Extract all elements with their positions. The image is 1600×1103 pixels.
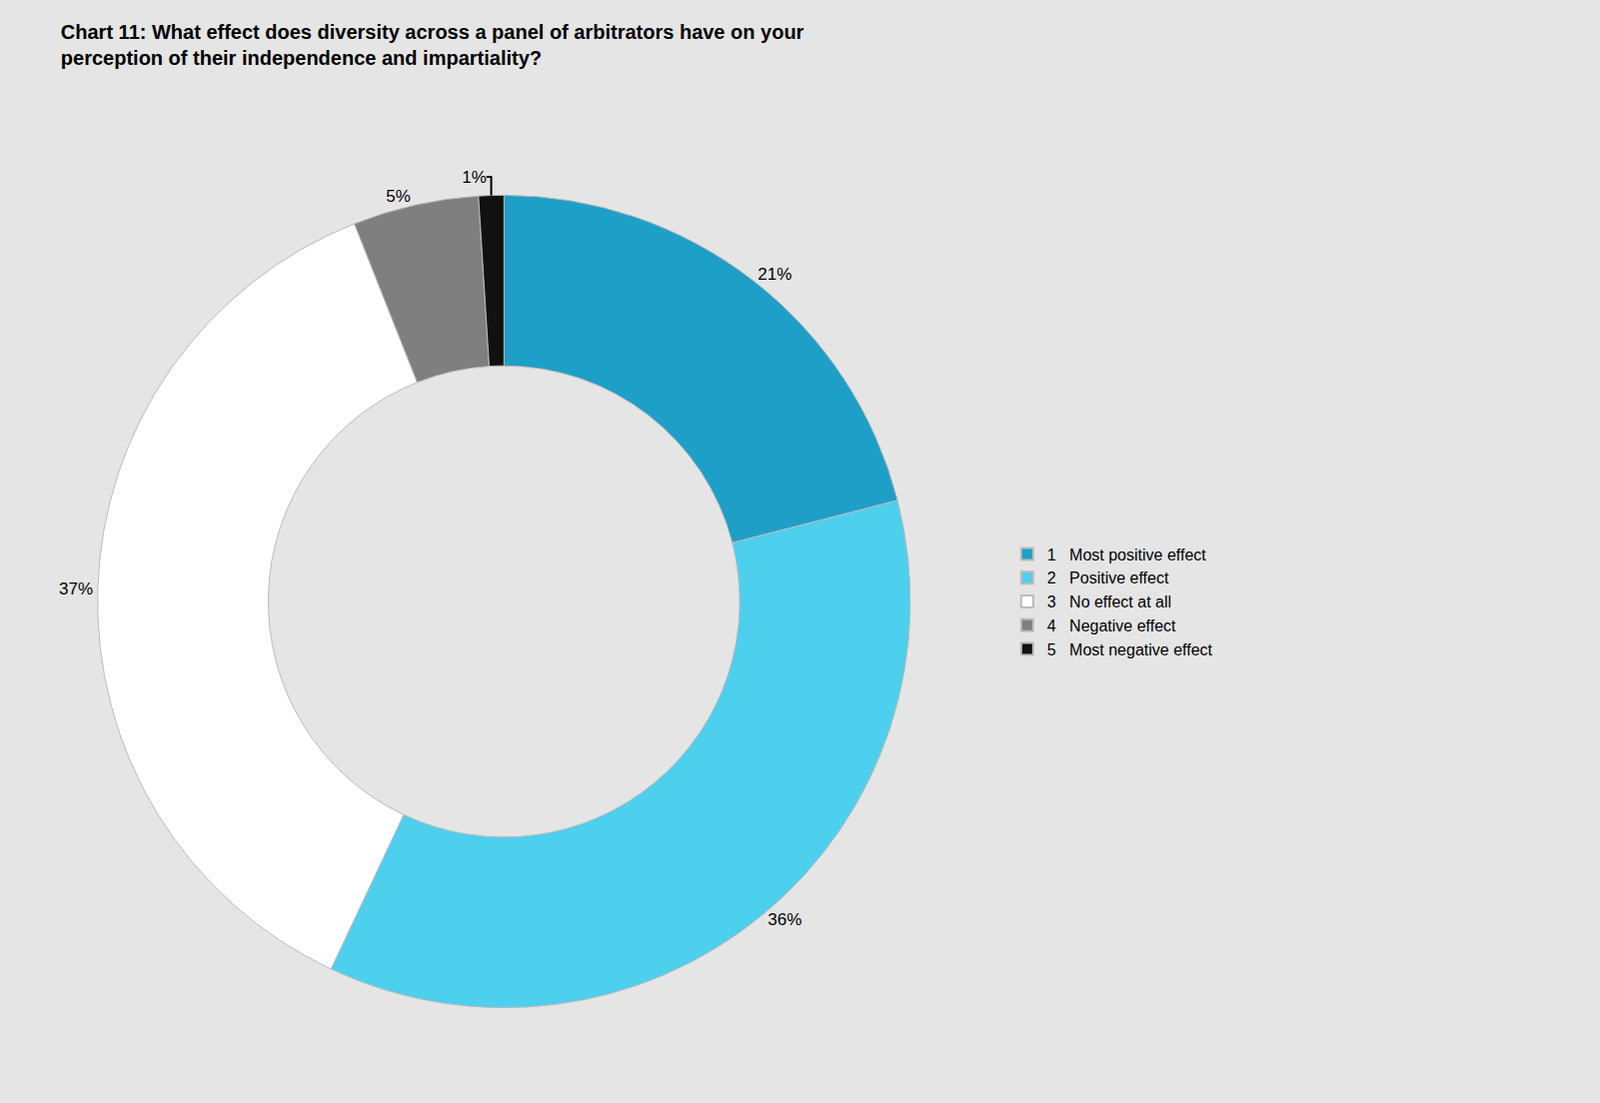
svg-text:5%: 5% — [385, 186, 411, 206]
svg-text:37%: 37% — [58, 579, 93, 599]
svg-text:1%: 1% — [461, 167, 487, 187]
svg-text:4 Negative effect: 4 Negative effect — [1047, 617, 1177, 635]
svg-text:Chart 11: What effect does div: Chart 11: What effect does diversity acr… — [60, 20, 805, 69]
svg-text:2 Positive effect: 2 Positive effect — [1047, 569, 1170, 587]
svg-text:21%: 21% — [757, 264, 792, 284]
svg-text:1 Most positive effect: 1 Most positive effect — [1047, 546, 1207, 564]
svg-text:3 No effect at all: 3 No effect at all — [1047, 593, 1172, 611]
svg-text:36%: 36% — [767, 910, 802, 930]
svg-text:5 Most negative effect: 5 Most negative effect — [1047, 641, 1214, 659]
